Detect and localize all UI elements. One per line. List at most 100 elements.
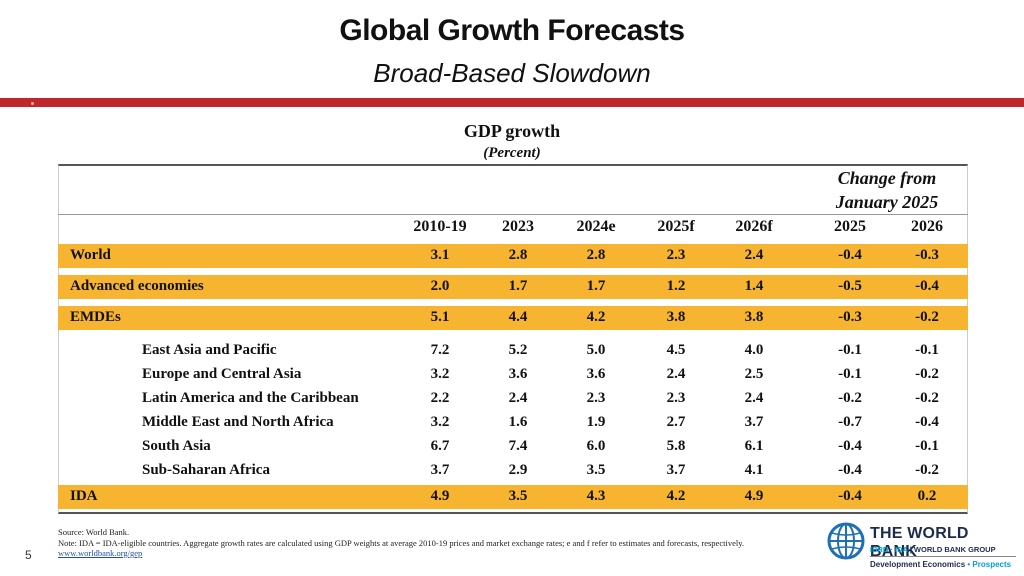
table-cell-value: -0.2	[915, 366, 939, 382]
change-header-line2: January 2025	[835, 192, 939, 212]
table-cell-value: -0.2	[915, 390, 939, 406]
row-label: Advanced economies	[70, 278, 204, 294]
header-rule	[58, 214, 968, 215]
column-header: 2025	[834, 218, 866, 235]
logo-dept-suffix: Prospects	[972, 560, 1012, 569]
table-cell-value: -0.1	[838, 342, 862, 358]
table-cell-value: 3.6	[586, 366, 606, 382]
table-cell-value: -0.5	[838, 278, 862, 294]
footnote-link[interactable]: www.worldbank.org/gep	[58, 548, 143, 558]
table-cell-value: 2.5	[744, 366, 764, 382]
table-cell-value: 3.8	[744, 309, 764, 325]
table-cell-value: 4.9	[744, 488, 764, 504]
column-header: 2025f	[657, 218, 695, 235]
table-cell-value: 2.9	[508, 462, 528, 478]
world-bank-logo: THE WORLD BANK IBRD · IDA | WORLD BANK G…	[826, 519, 1020, 573]
accent-divider	[0, 98, 1024, 107]
table-cell-value: 4.5	[666, 342, 686, 358]
table-cell-value: 1.7	[508, 278, 528, 294]
table-cell-value: 1.2	[666, 278, 686, 294]
table-cell-value: 2.2	[430, 390, 450, 406]
logo-name: THE WORLD BANK	[870, 525, 969, 560]
table-cell-value: -0.4	[915, 278, 939, 294]
table-cell-value: 2.0	[430, 278, 450, 294]
divider-dot	[31, 102, 34, 105]
column-header: 2024e	[576, 218, 616, 235]
row-highlight-band	[58, 244, 968, 268]
table-cell-value: 2.3	[586, 390, 606, 406]
table-cell-value: 2.3	[666, 247, 686, 263]
footnote-source: Source: World Bank.	[58, 527, 130, 537]
logo-subtitle: IBRD · IDA | WORLD BANK GROUP	[870, 545, 996, 554]
table-cell-value: 1.9	[586, 414, 606, 430]
table-frame	[58, 164, 968, 514]
logo-dept: Development Economics • Prospects	[870, 560, 1011, 569]
table-cell-value: 2.8	[508, 247, 528, 263]
table-cell-value: 1.4	[744, 278, 764, 294]
logo-separator: |	[909, 545, 914, 554]
table-cell-value: 4.0	[744, 342, 764, 358]
row-highlight-band	[58, 306, 968, 330]
table-unit: (Percent)	[483, 145, 541, 161]
table-cell-value: -0.4	[838, 438, 862, 454]
table-cell-value: -0.3	[838, 309, 862, 325]
table-cell-value: -0.4	[838, 247, 862, 263]
table-cell-value: 7.2	[430, 342, 450, 358]
table-cell-value: -0.2	[915, 462, 939, 478]
table-cell-value: -0.4	[915, 414, 939, 430]
slide-subtitle: Broad-Based Slowdown	[373, 58, 651, 88]
row-label: East Asia and Pacific	[142, 342, 277, 358]
row-label: Sub-Saharan Africa	[142, 462, 270, 478]
table-cell-value: 4.2	[666, 488, 686, 504]
table-cell-value: 2.4	[744, 390, 764, 406]
page-number: 5	[25, 548, 32, 562]
table-cell-value: 7.4	[508, 438, 528, 454]
table-cell-value: -0.4	[838, 488, 862, 504]
table-cell-value: 3.7	[666, 462, 686, 478]
table-cell-value: 2.4	[744, 247, 764, 263]
table-cell-value: 3.8	[666, 309, 686, 325]
table-cell-value: 1.7	[586, 278, 606, 294]
row-label: Europe and Central Asia	[142, 366, 302, 382]
column-header: 2023	[502, 218, 534, 235]
row-highlight-band	[58, 275, 968, 299]
column-header: 2026f	[735, 218, 773, 235]
table-cell-value: 6.1	[744, 438, 764, 454]
table-cell-value: 3.2	[430, 414, 450, 430]
table-cell-value: 4.9	[430, 488, 450, 504]
table-cell-value: 3.5	[508, 488, 528, 504]
row-label: World	[70, 247, 111, 263]
table-cell-value: 5.0	[586, 342, 606, 358]
table-cell-value: 6.0	[586, 438, 606, 454]
change-header-line1: Change from	[837, 168, 937, 188]
table-cell-value: 2.4	[666, 366, 686, 382]
table-cell-value: -0.1	[915, 342, 939, 358]
table-title: GDP growth	[463, 121, 561, 141]
table-cell-value: 4.3	[586, 488, 606, 504]
table-cell-value: 4.2	[586, 309, 606, 325]
globe-icon	[827, 522, 865, 560]
slide-title: Global Growth Forecasts	[339, 14, 685, 47]
table-cell-value: 6.7	[430, 438, 450, 454]
logo-ibrd: IBRD · IDA	[870, 545, 908, 554]
table-cell-value: -0.3	[915, 247, 939, 263]
row-label: Latin America and the Caribbean	[142, 390, 359, 406]
logo-divider	[870, 556, 1016, 557]
table-cell-value: 3.5	[586, 462, 606, 478]
table-cell-value: -0.7	[838, 414, 862, 430]
logo-dept-bullet: •	[967, 560, 973, 569]
table-cell-value: 2.3	[666, 390, 686, 406]
table-cell-value: 3.7	[744, 414, 764, 430]
table-cell-value: 5.1	[430, 309, 450, 325]
logo-group: WORLD BANK GROUP	[913, 545, 996, 554]
table-cell-value: 2.7	[666, 414, 686, 430]
table-cell-value: 3.7	[430, 462, 450, 478]
table-cell-value: 0.2	[917, 488, 937, 504]
table-cell-value: 3.6	[508, 366, 528, 382]
table-cell-value: -0.4	[838, 462, 862, 478]
table-cell-value: 4.4	[508, 309, 528, 325]
row-label: EMDEs	[70, 309, 121, 325]
logo-dept-name: Development Economics	[870, 560, 966, 569]
table-cell-value: -0.1	[838, 366, 862, 382]
table-cell-value: -0.1	[915, 438, 939, 454]
